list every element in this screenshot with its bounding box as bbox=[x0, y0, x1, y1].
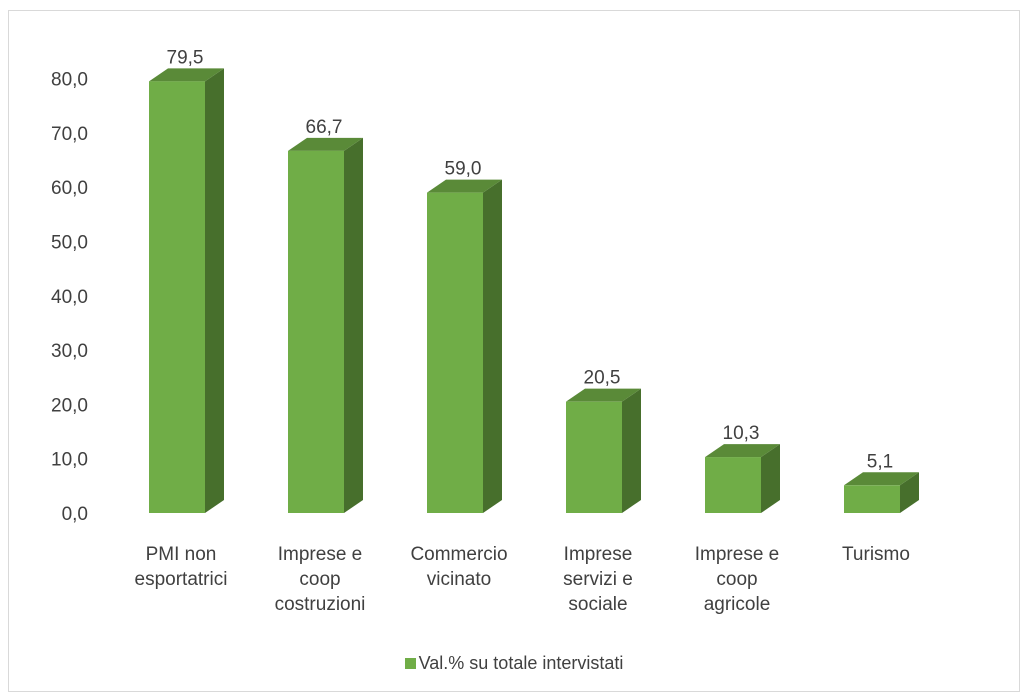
bar-front-face bbox=[288, 150, 344, 513]
bar-top-face bbox=[427, 179, 502, 193]
y-tick-label: 50,0 bbox=[51, 233, 88, 254]
bar-side-face bbox=[205, 68, 224, 513]
bar-front-face bbox=[149, 81, 205, 513]
category-label: Commercio vicinato bbox=[410, 544, 507, 590]
legend: Val.% su totale intervistati bbox=[0, 653, 1028, 674]
legend-swatch bbox=[404, 658, 416, 669]
bar: 10,3 bbox=[705, 423, 780, 513]
bar-side-face bbox=[622, 388, 641, 513]
bar-top-face bbox=[149, 68, 224, 82]
y-tick-label: 10,0 bbox=[51, 450, 88, 471]
data-label: 59,0 bbox=[445, 159, 482, 180]
bar: 5,1 bbox=[844, 451, 919, 513]
bar-side-face bbox=[761, 444, 780, 513]
bars: 79,5 66,7 59,0 20,5 10,3 5,1 bbox=[149, 47, 919, 513]
bar-top-face bbox=[705, 444, 780, 458]
bar: 79,5 bbox=[149, 47, 224, 513]
category-label: Imprese e coop agricole bbox=[695, 544, 779, 615]
bar: 59,0 bbox=[427, 159, 502, 513]
bar-top-face bbox=[288, 137, 363, 151]
data-label: 10,3 bbox=[723, 423, 760, 444]
bar: 66,7 bbox=[288, 117, 363, 513]
y-tick-label: 20,0 bbox=[51, 395, 88, 416]
data-label: 66,7 bbox=[306, 117, 343, 138]
y-tick-label: 0,0 bbox=[62, 504, 88, 525]
bar-side-face bbox=[900, 472, 919, 513]
category-label: PMI non esportatrici bbox=[135, 544, 228, 590]
data-label: 5,1 bbox=[867, 451, 893, 472]
bar-front-face bbox=[705, 457, 761, 513]
x-axis: PMI non esportatrici Imprese e coop costruzi… bbox=[135, 544, 910, 615]
category-label: Imprese e coop costruzioni bbox=[275, 544, 366, 615]
y-tick-label: 30,0 bbox=[51, 341, 88, 362]
y-tick-label: 70,0 bbox=[51, 124, 88, 145]
y-tick-label: 40,0 bbox=[51, 287, 88, 308]
data-label: 20,5 bbox=[584, 368, 621, 389]
data-label: 79,5 bbox=[167, 47, 204, 68]
bar-top-face bbox=[566, 388, 641, 402]
category-label: Imprese servizi e sociale bbox=[563, 544, 633, 615]
y-axis: 0,0 10,0 20,0 30,0 40,0 50,0 60,0 70,0 80,0 bbox=[51, 70, 88, 525]
y-tick-label: 80,0 bbox=[51, 70, 88, 91]
legend-label: Val.% su totale intervistati bbox=[418, 653, 624, 673]
bar-front-face bbox=[427, 192, 483, 513]
bar-front-face bbox=[566, 401, 622, 513]
bar-front-face bbox=[844, 485, 900, 513]
bar: 20,5 bbox=[566, 368, 641, 513]
bar-top-face bbox=[844, 472, 919, 486]
category-label: Turismo bbox=[842, 544, 910, 565]
y-tick-label: 60,0 bbox=[51, 178, 88, 199]
bar-side-face bbox=[483, 179, 502, 513]
bar-side-face bbox=[344, 137, 363, 513]
